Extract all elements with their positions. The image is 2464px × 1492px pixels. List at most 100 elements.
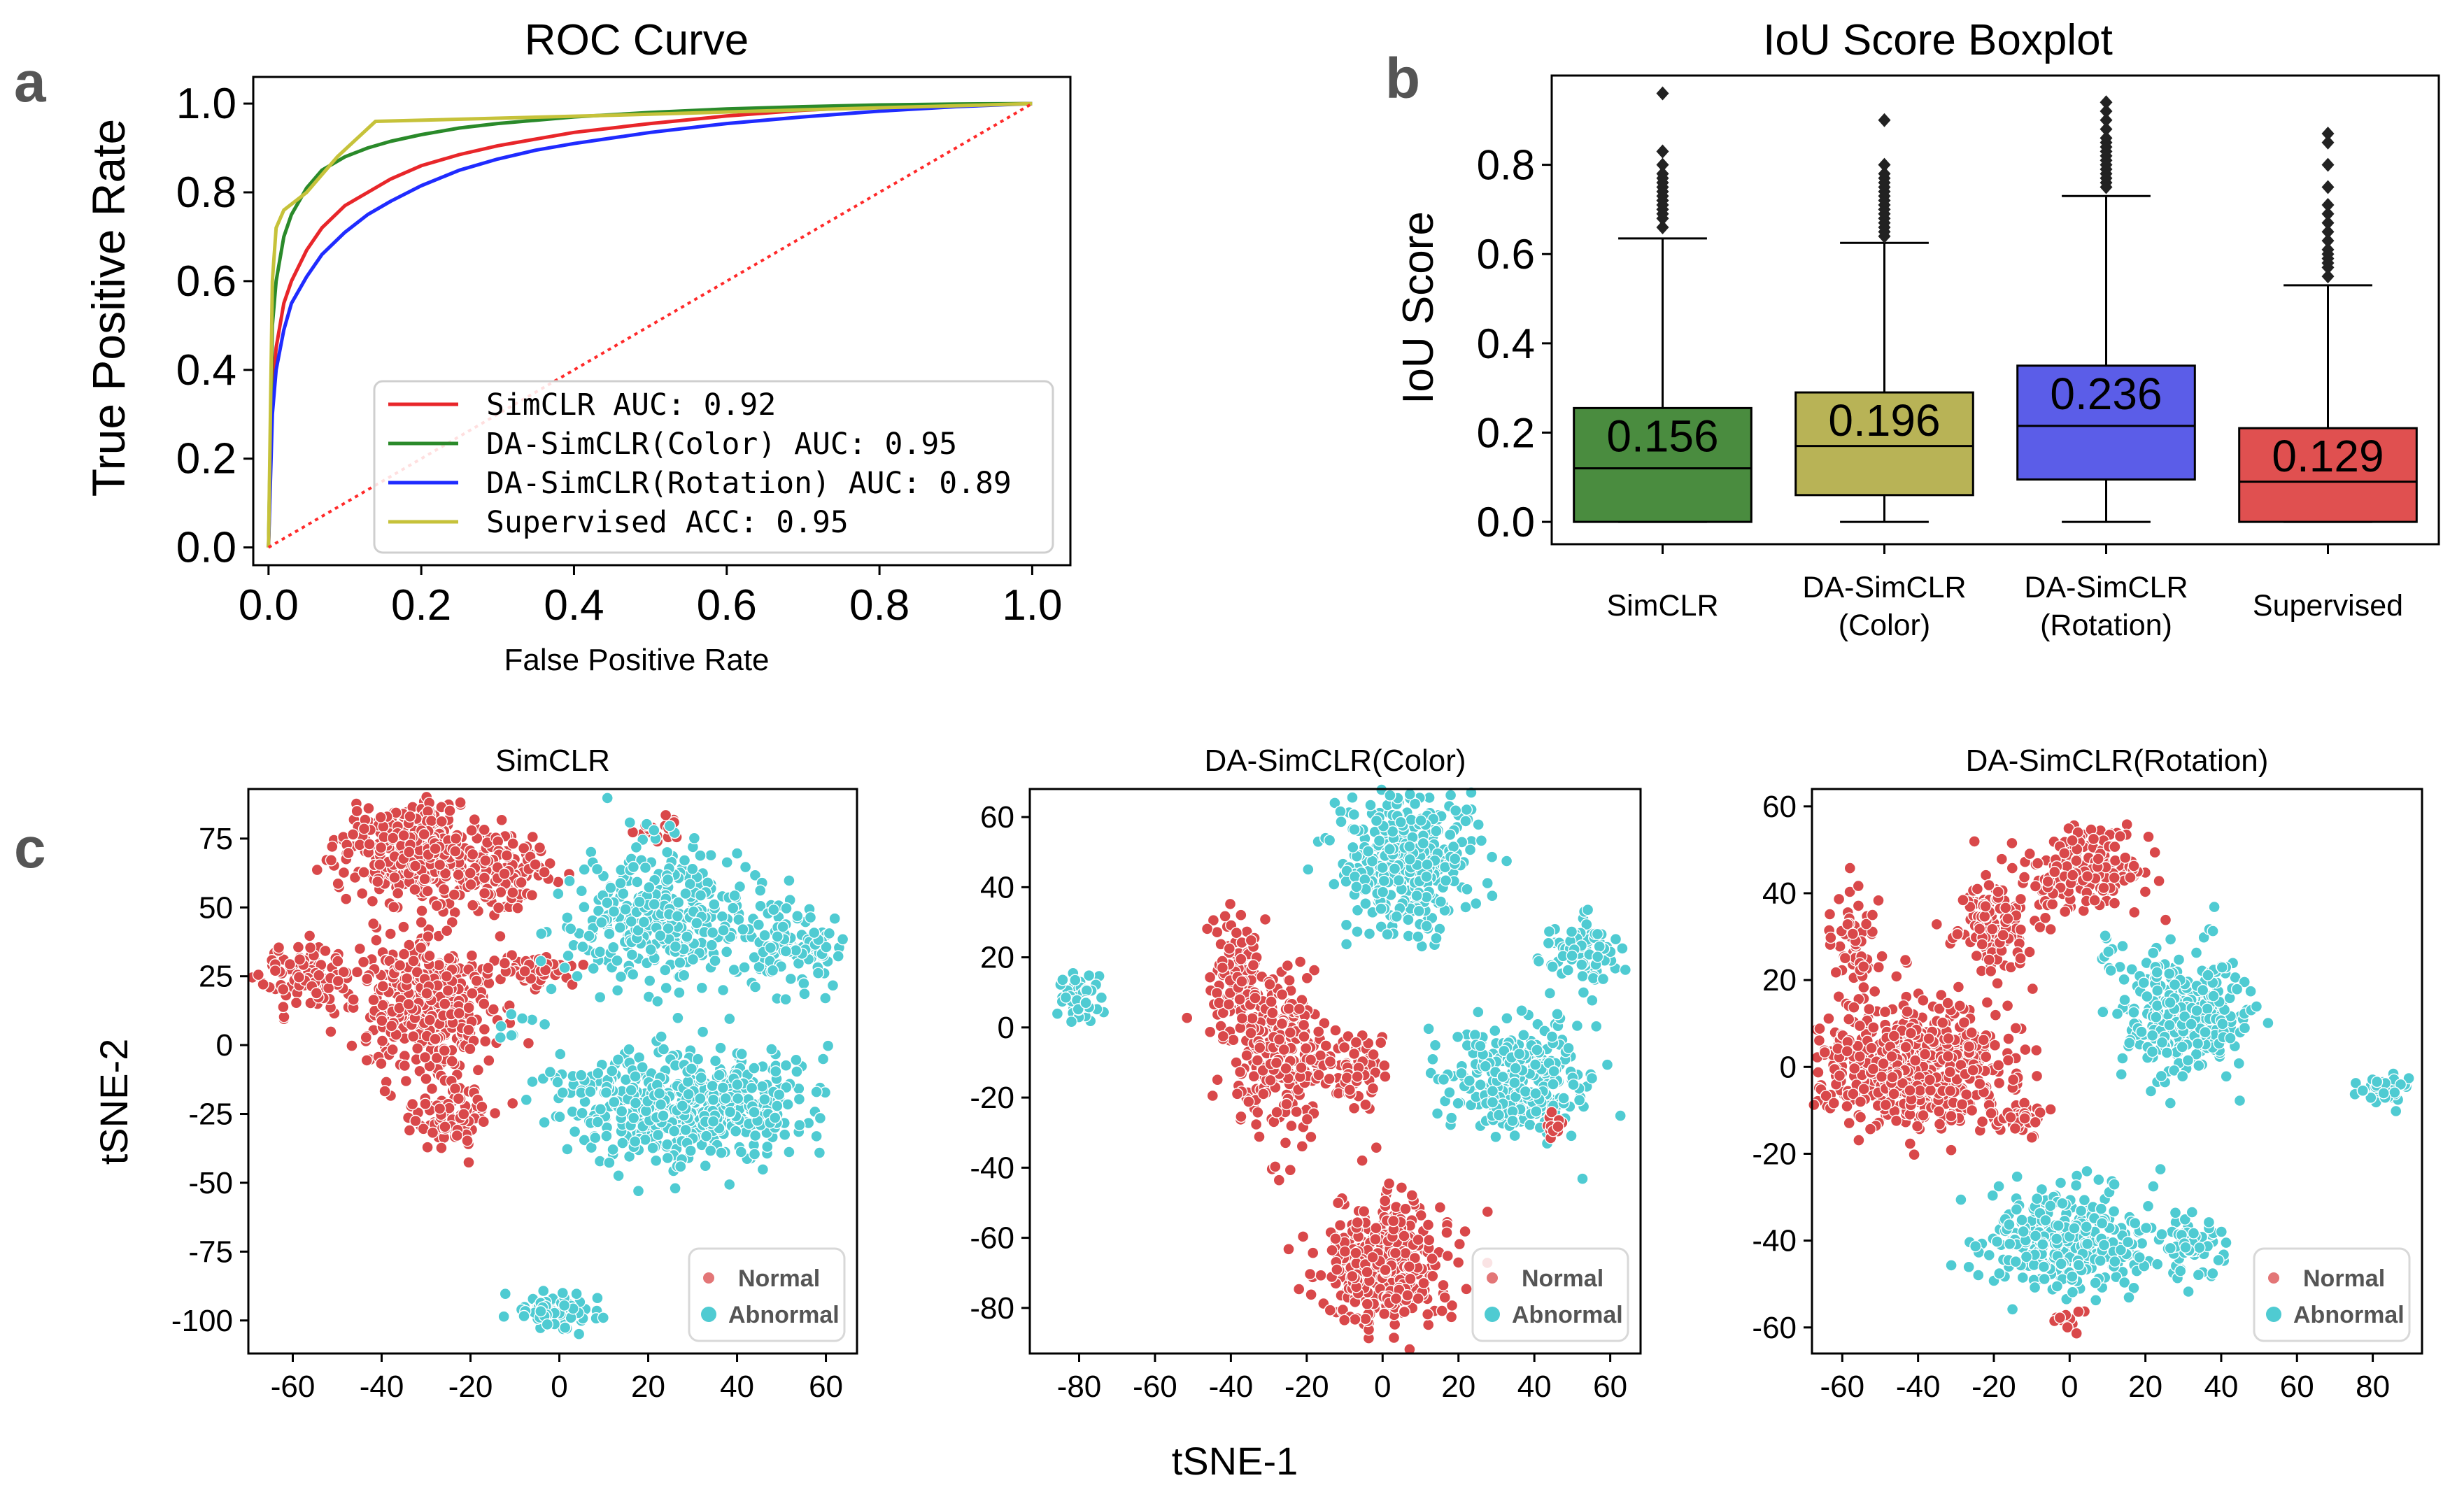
tsne-point-normal — [1945, 1109, 1957, 1123]
tsne-point-abnormal — [1302, 863, 1315, 876]
tsne-point-normal — [402, 997, 415, 1011]
tsne-point-abnormal — [1459, 815, 1472, 827]
tsne-point-normal — [507, 886, 519, 899]
tsne-point-normal — [1829, 966, 1843, 979]
tsne-point-abnormal — [1056, 974, 1069, 986]
tsne-point-normal — [1275, 988, 1289, 1001]
roc-xtick-label: 0.2 — [391, 581, 451, 630]
tsne-point-normal — [416, 904, 428, 917]
iou-category-line: (Rotation) — [2040, 609, 2172, 642]
tsne-point-normal — [1399, 1202, 1412, 1216]
tsne-point-normal — [1275, 1017, 1289, 1030]
tsne-point-abnormal — [749, 981, 762, 993]
tsne-point-normal — [2001, 1000, 2014, 1012]
tsne-point-abnormal — [1472, 1006, 1485, 1018]
tsne-point-normal — [1306, 1246, 1319, 1259]
tsne-ytick-label: 0 — [216, 1028, 233, 1063]
tsne-point-abnormal — [661, 1151, 674, 1165]
tsne-legend-normal-marker — [703, 1272, 714, 1284]
tsne-point-normal — [1951, 928, 1964, 941]
tsne-point-abnormal — [1565, 1130, 1578, 1142]
tsne-point-abnormal — [770, 1065, 782, 1078]
roc-xtick-label: 0.8 — [849, 581, 909, 630]
tsne-point-abnormal — [654, 929, 667, 942]
tsne-point-normal — [1315, 1269, 1327, 1282]
tsne-point-abnormal — [772, 1088, 786, 1101]
tsne-point-normal — [1296, 1230, 1310, 1243]
tsne-point-normal — [332, 974, 344, 988]
tsne-point-normal — [375, 1057, 388, 1070]
tsne-point-normal — [403, 939, 416, 951]
tsne-point-normal — [1346, 1270, 1359, 1283]
iou-outlier-point — [1878, 166, 1891, 181]
iou-outlier-point — [2100, 95, 2113, 110]
tsne-point-abnormal — [728, 889, 741, 902]
tsne-point-normal — [1552, 1120, 1564, 1133]
tsne-point-abnormal — [1616, 942, 1629, 955]
tsne-point-abnormal — [791, 909, 804, 923]
tsne-point-abnormal — [538, 1018, 551, 1031]
tsne-point-normal — [1233, 1065, 1247, 1079]
tsne-legend-normal-label: Normal — [1522, 1265, 1603, 1292]
tsne-point-normal — [1813, 1022, 1826, 1035]
tsne-point-abnormal — [723, 1012, 736, 1025]
tsne-point-abnormal — [1420, 870, 1433, 883]
tsne-point-abnormal — [1519, 1085, 1532, 1098]
tsne-point-abnormal — [637, 916, 651, 928]
tsne-point-abnormal — [603, 1156, 616, 1169]
tsne-point-normal — [1235, 953, 1247, 965]
tsne-point-normal — [342, 846, 355, 860]
tsne-point-abnormal — [556, 1086, 569, 1099]
tsne-point-abnormal — [1464, 844, 1477, 856]
roc-legend-label: SimCLR AUC: 0.92 — [486, 388, 776, 422]
tsne-point-abnormal — [1095, 991, 1108, 1004]
tsne-point-normal — [1917, 1109, 1930, 1122]
tsne-point-normal — [1986, 923, 1999, 936]
tsne-point-abnormal — [671, 910, 684, 923]
iou-category-label: Supervised — [2253, 589, 2403, 623]
tsne-point-normal — [1924, 1084, 1937, 1097]
tsne-point-abnormal — [826, 979, 840, 992]
tsne-point-abnormal — [1415, 814, 1427, 827]
tsne-point-abnormal — [1429, 1039, 1442, 1052]
tsne-point-abnormal — [709, 954, 721, 967]
iou-mean-label: 0.196 — [1828, 395, 1940, 446]
tsne-point-abnormal — [1370, 814, 1383, 827]
tsne-ytick-label: -20 — [970, 1081, 1014, 1115]
tsne-legend-normal-label: Normal — [738, 1265, 820, 1292]
tsne-point-abnormal — [1460, 803, 1473, 816]
tsne-point-abnormal — [1082, 969, 1096, 982]
tsne-point-normal — [421, 885, 434, 897]
tsne-point-abnormal — [1475, 834, 1488, 847]
tsne-point-abnormal — [700, 1130, 713, 1142]
tsne-xtick-label: -80 — [1057, 1370, 1102, 1404]
tsne-point-normal — [1319, 1039, 1333, 1052]
tsne-point-abnormal — [1517, 1029, 1530, 1042]
roc-title: ROC Curve — [525, 16, 749, 64]
tsne-point-abnormal — [706, 926, 719, 939]
tsne-point-normal — [1284, 1026, 1297, 1039]
tsne-point-normal — [2026, 982, 2039, 995]
tsne-point-abnormal — [575, 1069, 588, 1081]
tsne-point-normal — [351, 965, 364, 979]
tsne-point-normal — [498, 957, 511, 969]
tsne-xtick-label: 0 — [1374, 1370, 1391, 1404]
tsne-point-abnormal — [1576, 1172, 1589, 1185]
tsne-point-normal — [272, 941, 285, 954]
tsne-point-abnormal — [520, 1093, 532, 1107]
tsne-point-normal — [1989, 1009, 2002, 1021]
tsne-xtick-label: -40 — [1209, 1370, 1254, 1404]
tsne-point-normal — [1240, 1049, 1253, 1062]
tsne-point-normal — [1247, 959, 1260, 972]
tsne-point-normal — [1201, 923, 1214, 935]
tsne-point-abnormal — [628, 1111, 640, 1125]
tsne-point-normal — [1323, 1072, 1336, 1086]
tsne-point-normal — [415, 916, 427, 929]
tsne-point-normal — [304, 942, 317, 954]
tsne-point-abnormal — [781, 1098, 794, 1111]
tsne-point-normal — [356, 887, 369, 900]
tsne-point-normal — [1216, 961, 1229, 974]
tsne-point-abnormal — [1347, 841, 1359, 854]
tsne-point-normal — [492, 902, 505, 914]
tsne-point-normal — [1981, 996, 1994, 1009]
